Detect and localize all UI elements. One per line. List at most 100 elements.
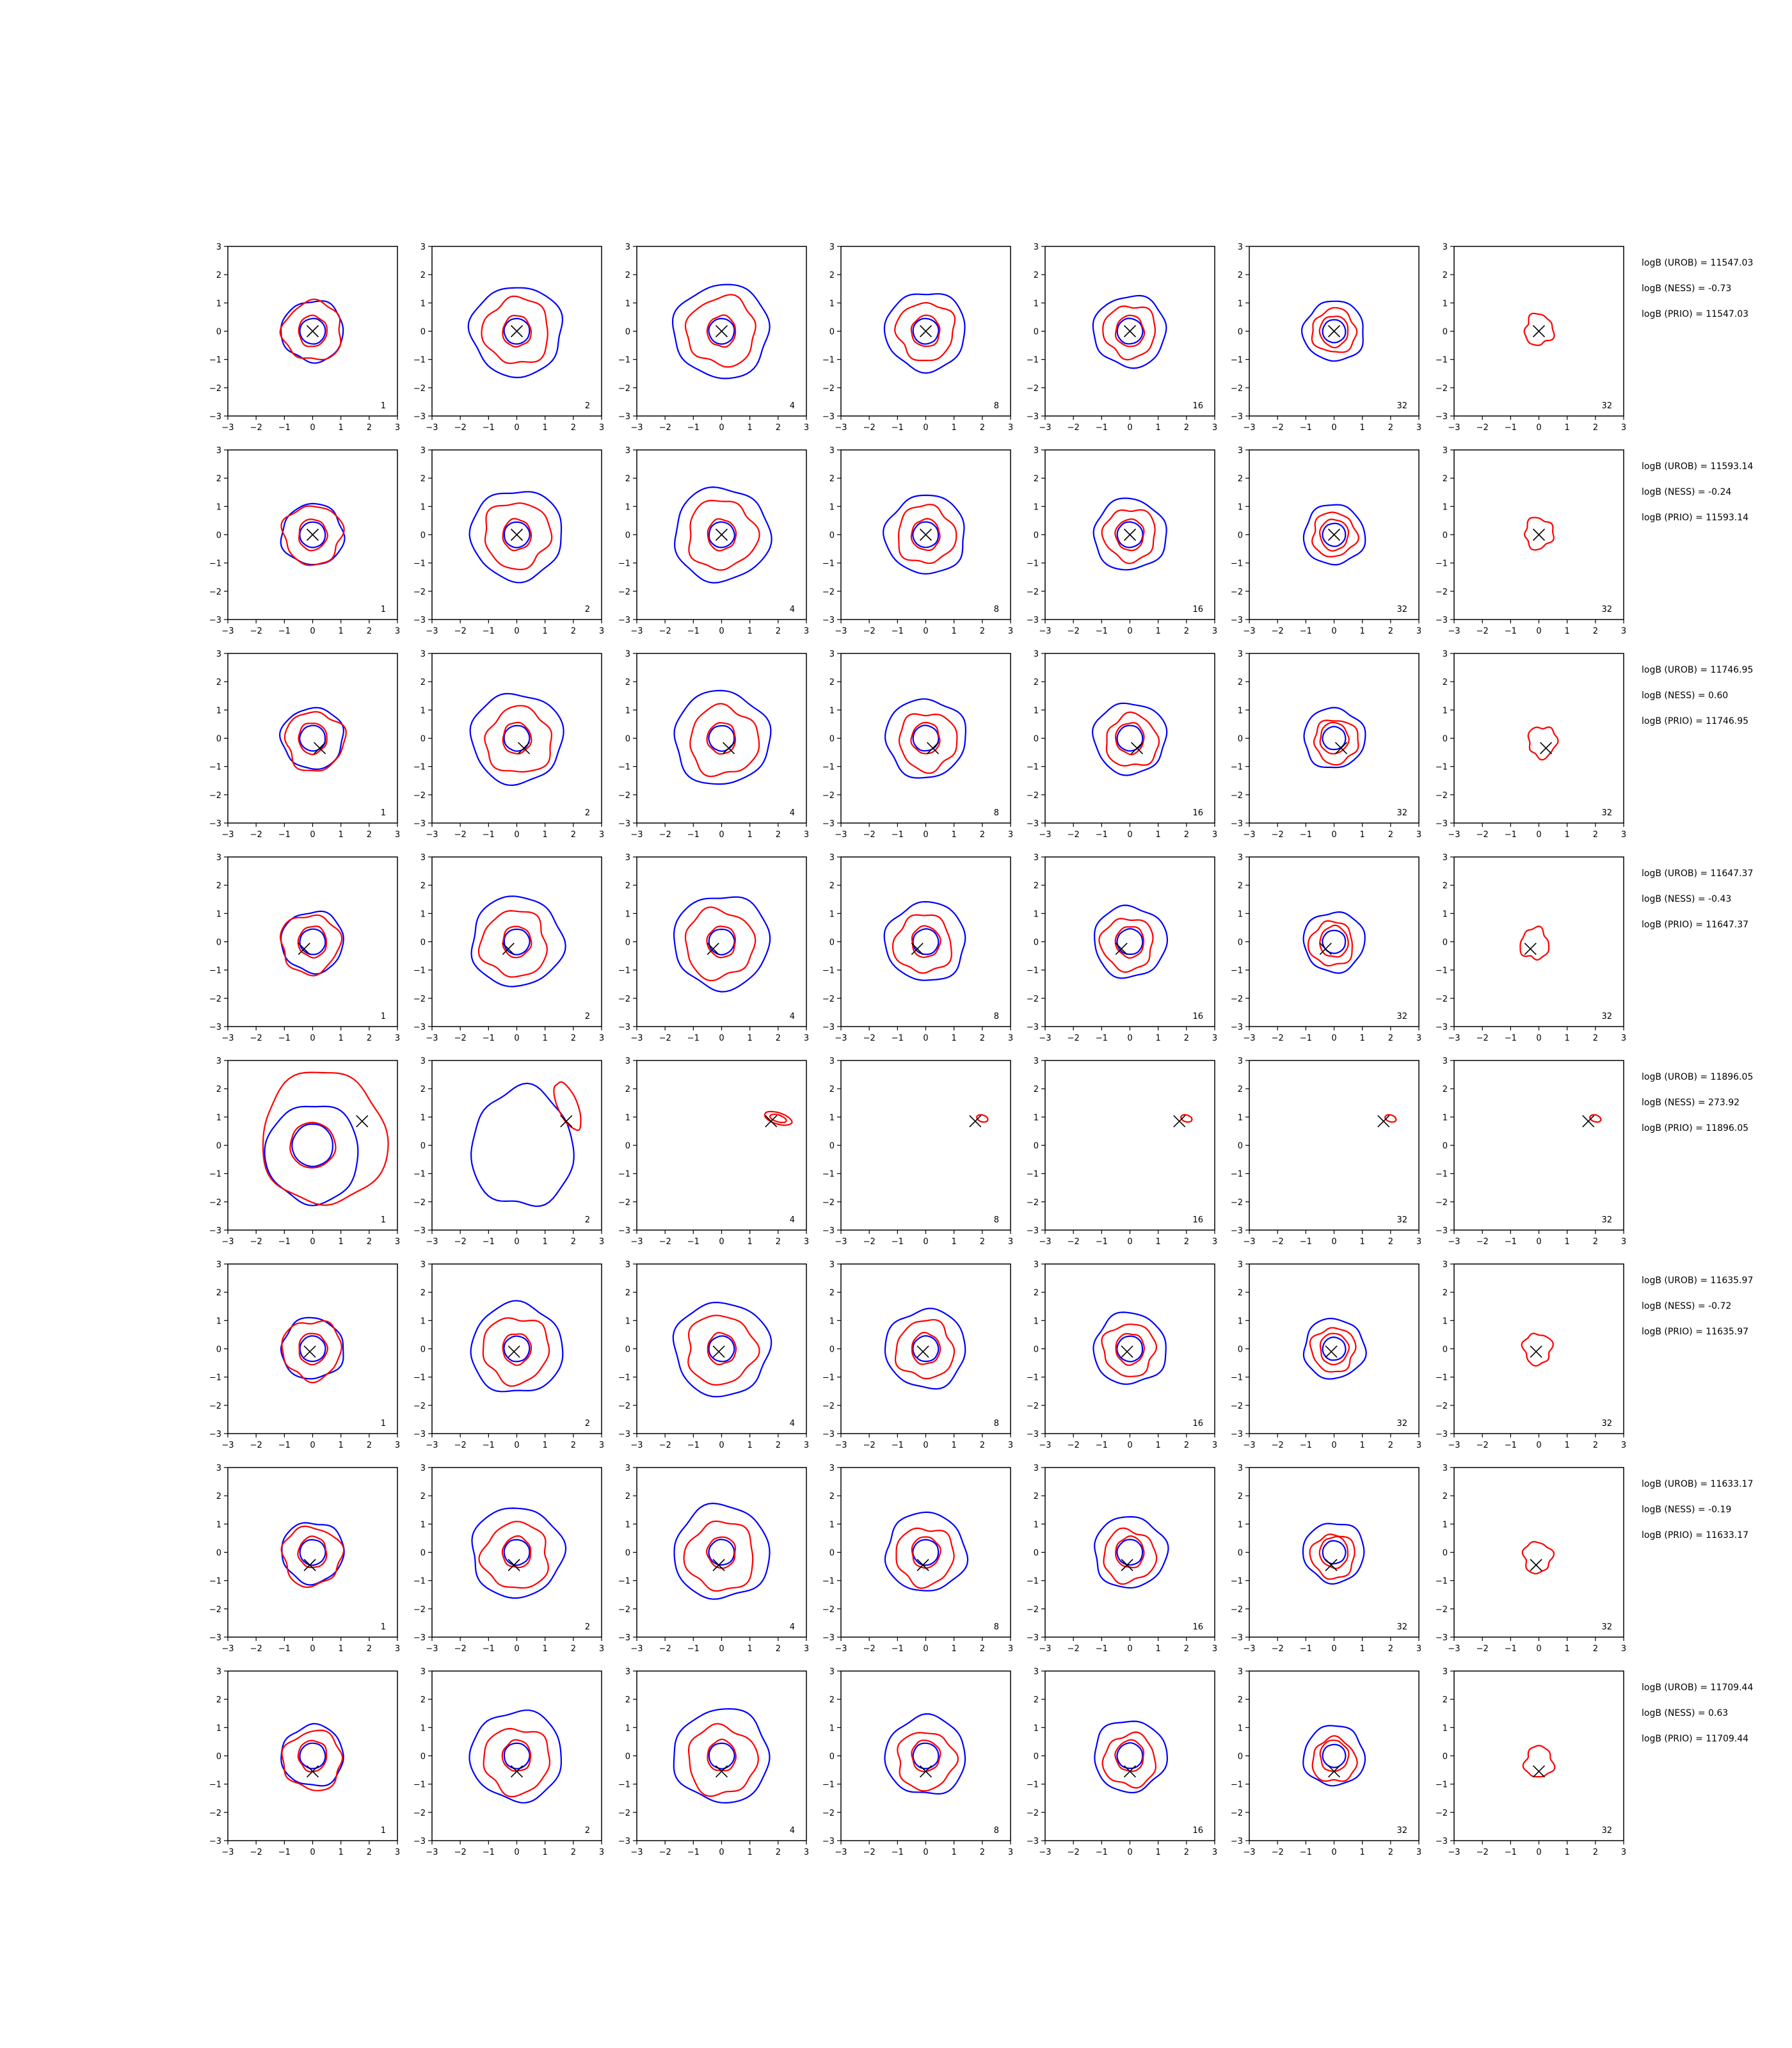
column-label: 4 <box>790 1419 795 1428</box>
x-tick-label: 0 <box>1536 1441 1541 1450</box>
y-tick-label: −2 <box>618 1809 630 1818</box>
panel-r5-c1: −3−3 −2 −2 −1 −1 0 0 1 1 2 2 3 3 1 <box>209 1057 400 1247</box>
y-tick-label: −3 <box>1436 412 1448 422</box>
x-tick-label: −2 <box>863 1034 876 1043</box>
y-tick-label: 3 <box>829 1464 835 1473</box>
true-value-marker <box>306 1765 319 1778</box>
y-tick-label: 1 <box>216 706 221 716</box>
y-tick-label: −1 <box>413 966 426 976</box>
blue-contour <box>1116 724 1144 752</box>
panel-r6-c4: −3−3 −2 −2 −1 −1 0 0 1 1 2 2 3 3 8 <box>822 1260 1013 1450</box>
contours <box>884 1308 966 1390</box>
y-tick-label: −1 <box>1231 1373 1243 1383</box>
y-tick-label: −2 <box>1231 1605 1243 1615</box>
blue-contour <box>299 928 326 956</box>
x-tick-label: −1 <box>687 830 700 840</box>
y-tick-label: 0 <box>216 1549 221 1558</box>
x-tick-label: −1 <box>892 627 904 636</box>
y-tick-label: 3 <box>420 650 426 659</box>
y-tick-label: −1 <box>822 1577 835 1587</box>
x-tick-label: −3 <box>835 1644 847 1654</box>
contours <box>1302 911 1366 974</box>
column-label: 2 <box>585 401 590 411</box>
contours <box>470 1081 582 1207</box>
red-contour <box>1319 1739 1350 1772</box>
x-tick-label: −3 <box>1039 627 1051 636</box>
y-tick-label: 2 <box>829 1288 835 1298</box>
y-tick-label: 3 <box>216 1057 221 1066</box>
x-tick-label: −3 <box>1448 1644 1460 1654</box>
y-tick-label: −1 <box>1027 763 1039 772</box>
y-tick-label: 3 <box>625 1260 630 1270</box>
x-tick-label: −2 <box>250 423 262 433</box>
red-contour <box>688 499 760 571</box>
red-contour <box>1309 1327 1357 1373</box>
y-tick-label: 1 <box>1034 909 1039 919</box>
x-tick-label: 1 <box>952 1237 957 1247</box>
column-label: 32 <box>1601 808 1612 818</box>
column-label: 8 <box>994 1826 999 1836</box>
column-label: 16 <box>1192 1215 1203 1225</box>
x-tick-label: 2 <box>367 1034 372 1043</box>
x-tick-label: −3 <box>426 1034 438 1043</box>
x-tick-label: 1 <box>1156 1034 1161 1043</box>
red-contour <box>298 518 328 552</box>
x-tick-label: 1 <box>543 1848 548 1857</box>
red-contour <box>502 925 532 959</box>
column-label: 32 <box>1601 1826 1612 1836</box>
y-tick-label: 3 <box>1443 446 1448 456</box>
red-contour <box>706 722 737 755</box>
blue-contour <box>884 1511 969 1592</box>
y-tick-label: 2 <box>829 271 835 280</box>
blue-contour <box>1322 1540 1347 1565</box>
contours <box>883 293 966 374</box>
red-contour <box>1098 918 1154 973</box>
x-tick-label: −1 <box>483 1034 495 1043</box>
true-value-marker <box>1524 942 1537 956</box>
y-tick-label: 2 <box>420 881 426 891</box>
x-tick-label: 1 <box>1360 627 1365 636</box>
true-value-marker <box>969 1115 982 1128</box>
contours <box>1523 312 1555 346</box>
red-contour <box>910 518 941 551</box>
y-tick-label: 0 <box>829 531 835 541</box>
row-annotation: logB (NESS) = 0.60 <box>1642 691 1728 701</box>
panel-r1-c1: −3−3 −2 −2 −1 −1 0 0 1 1 2 2 3 3 1 <box>209 243 400 433</box>
y-tick-label: 3 <box>1443 1057 1448 1066</box>
x-tick-label: −3 <box>1039 1034 1051 1043</box>
red-contour <box>1101 1324 1158 1377</box>
true-value-marker <box>303 1558 316 1571</box>
x-tick-label: 2 <box>571 830 576 840</box>
red-contour <box>1589 1114 1602 1123</box>
column-label: 2 <box>585 1012 590 1021</box>
x-tick-label: 0 <box>719 1644 724 1654</box>
x-tick-label: 3 <box>1212 1441 1217 1450</box>
x-tick-label: −3 <box>1448 423 1460 433</box>
true-value-marker <box>560 1115 573 1128</box>
x-tick-label: −3 <box>835 1848 847 1857</box>
panel-r4-c1: −3−3 −2 −2 −1 −1 0 0 1 1 2 2 3 3 1 <box>209 853 400 1043</box>
y-tick-label: 2 <box>216 1085 221 1094</box>
x-tick-label: 0 <box>310 627 315 636</box>
x-tick-label: −3 <box>426 1441 438 1450</box>
y-tick-label: −2 <box>413 791 426 801</box>
panel-r1-c7: −3−3 −2 −2 −1 −1 0 0 1 1 2 2 3 3 32 <box>1436 243 1626 433</box>
y-tick-label: 3 <box>1034 853 1039 863</box>
x-tick-label: 1 <box>543 1034 548 1043</box>
y-tick-label: −1 <box>1231 966 1243 976</box>
column-label: 8 <box>994 1622 999 1632</box>
x-tick-label: 0 <box>310 423 315 433</box>
blue-contour <box>1116 521 1144 548</box>
x-tick-label: 3 <box>1416 1237 1421 1247</box>
column-label: 2 <box>585 808 590 818</box>
y-tick-label: −1 <box>618 763 630 772</box>
y-tick-label: 0 <box>1443 938 1448 948</box>
x-tick-label: −3 <box>1243 1441 1255 1450</box>
x-tick-label: 2 <box>1184 627 1189 636</box>
red-contour <box>1521 1540 1555 1575</box>
x-tick-label: 0 <box>1127 1441 1132 1450</box>
x-tick-label: 2 <box>980 1237 985 1247</box>
x-tick-label: −1 <box>1505 423 1517 433</box>
true-value-marker <box>1121 1558 1133 1571</box>
